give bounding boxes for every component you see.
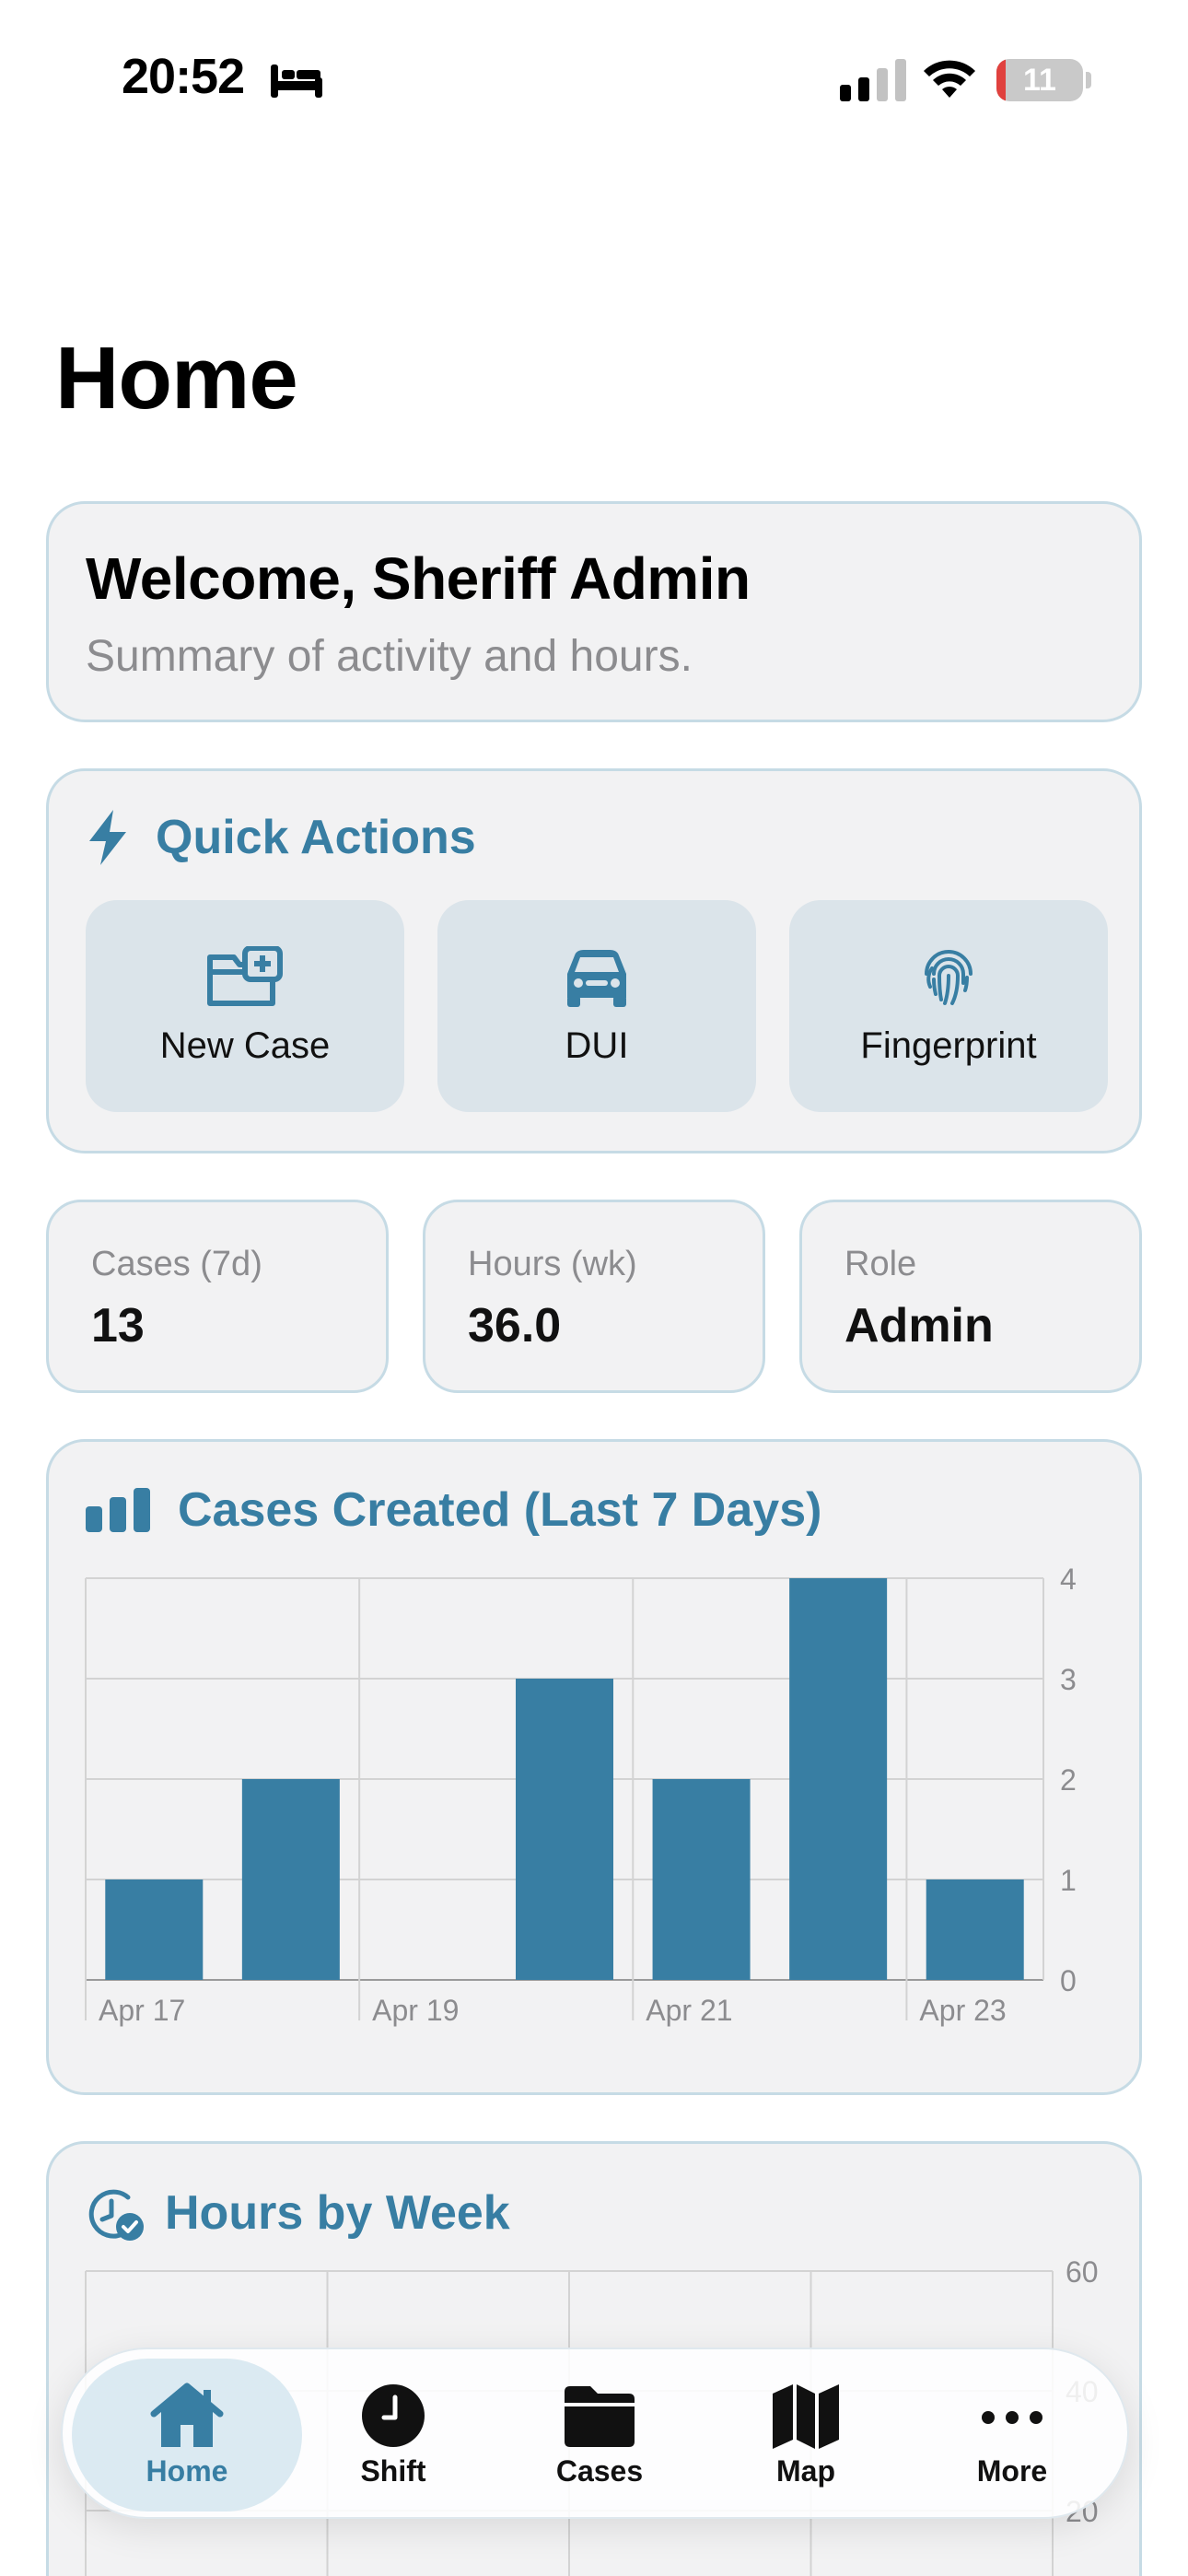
y-tick-label: 2 <box>1060 1763 1077 1797</box>
bar <box>652 1779 751 1980</box>
battery-level <box>996 59 1007 101</box>
stat-label: Cases (7d) <box>91 1245 262 1283</box>
tab-map-label: Map <box>776 2453 835 2488</box>
hours-chart-header: Hours by Week <box>86 2184 510 2242</box>
stat-value: Admin <box>844 1299 994 1352</box>
cellular-signal-icon <box>840 59 906 101</box>
tab-map[interactable]: Map <box>709 2349 903 2521</box>
welcome-title: Welcome, Sheriff Admin <box>86 545 751 612</box>
y-tick-label: 4 <box>1060 1563 1077 1596</box>
clock-check-icon <box>88 2189 144 2241</box>
house-icon <box>150 2383 224 2447</box>
cases-chart-header: Cases Created (Last 7 Days) <box>86 1482 821 1538</box>
tab-shift[interactable]: Shift <box>297 2349 490 2521</box>
x-tick-label: Apr 19 <box>372 1994 459 2027</box>
folder-plus-icon <box>207 945 283 1006</box>
cases-chart-card: Cases Created (Last 7 Days) 0 1 2 3 4 Apr 17 A… <box>46 1439 1142 2095</box>
car-icon <box>567 949 626 1007</box>
stat-label: Hours (wk) <box>468 1245 637 1283</box>
y-tick-label: 60 <box>1066 2255 1099 2289</box>
fingerprint-button[interactable]: Fingerprint <box>789 900 1108 1112</box>
bar <box>789 1578 888 1980</box>
folder-icon <box>565 2385 635 2447</box>
battery-percent: 11 <box>1023 63 1056 98</box>
bar-chart-icon <box>86 1488 150 1532</box>
welcome-subtitle: Summary of activity and hours. <box>86 632 693 681</box>
stat-card-hours: Hours (wk) 36.0 <box>423 1200 765 1393</box>
status-bar: 20:52 11 <box>0 0 1188 157</box>
bed-icon <box>271 64 322 98</box>
stat-card-cases: Cases (7d) 13 <box>46 1200 389 1393</box>
ellipsis-icon <box>982 2410 1042 2424</box>
battery-indicator: 11 <box>996 59 1083 101</box>
clock-icon <box>362 2383 425 2447</box>
fingerprint-icon <box>925 949 973 1005</box>
tab-home[interactable]: Home <box>90 2349 284 2521</box>
bar <box>926 1879 1024 1980</box>
bar <box>241 1779 340 1980</box>
battery-tip <box>1086 72 1091 88</box>
stat-label: Role <box>844 1245 917 1283</box>
welcome-card: Welcome, Sheriff Admin Summary of activi… <box>46 501 1142 722</box>
y-tick-label: 3 <box>1060 1663 1077 1696</box>
tab-cases-label: Cases <box>555 2453 644 2488</box>
x-tick-label: Apr 17 <box>99 1994 185 2027</box>
stat-card-role: Role Admin <box>799 1200 1142 1393</box>
y-tick-label: 1 <box>1060 1864 1077 1897</box>
quick-actions-header: Quick Actions <box>86 810 476 865</box>
status-time: 20:52 <box>122 49 245 104</box>
x-tick-label: Apr 23 <box>919 1994 1006 2027</box>
tab-more[interactable]: More <box>915 2349 1109 2521</box>
bar <box>105 1879 204 1980</box>
cases-bar-chart: 0 1 2 3 4 Apr 17 Apr 19 Apr 21 Apr 23 <box>85 1563 1077 2027</box>
new-case-label: New Case <box>159 1025 331 1066</box>
map-icon <box>773 2383 839 2449</box>
fingerprint-label: Fingerprint <box>860 1025 1037 1066</box>
bar <box>516 1679 613 1980</box>
page-title: Home <box>55 329 298 427</box>
stat-value: 36.0 <box>468 1299 562 1352</box>
tab-cases[interactable]: Cases <box>503 2349 696 2521</box>
quick-actions-title: Quick Actions <box>156 811 476 864</box>
dui-button[interactable]: DUI <box>437 900 756 1112</box>
x-tick-label: Apr 21 <box>646 1994 732 2027</box>
dui-label: DUI <box>565 1025 629 1066</box>
hours-chart-title: Hours by Week <box>165 2186 510 2240</box>
tab-shift-label: Shift <box>360 2453 426 2488</box>
tab-more-label: More <box>976 2453 1048 2488</box>
tab-home-label: Home <box>146 2453 228 2488</box>
cases-chart-title: Cases Created (Last 7 Days) <box>178 1483 822 1537</box>
bolt-icon <box>89 810 126 865</box>
tab-bar: Home Shift Cases Map More <box>61 2348 1129 2519</box>
wifi-icon <box>924 60 975 98</box>
quick-actions-card: Quick Actions New Case DUI <box>46 768 1142 1153</box>
stat-value: 13 <box>91 1299 145 1352</box>
new-case-button[interactable]: New Case <box>86 900 404 1112</box>
y-tick-label: 0 <box>1060 1964 1077 1997</box>
